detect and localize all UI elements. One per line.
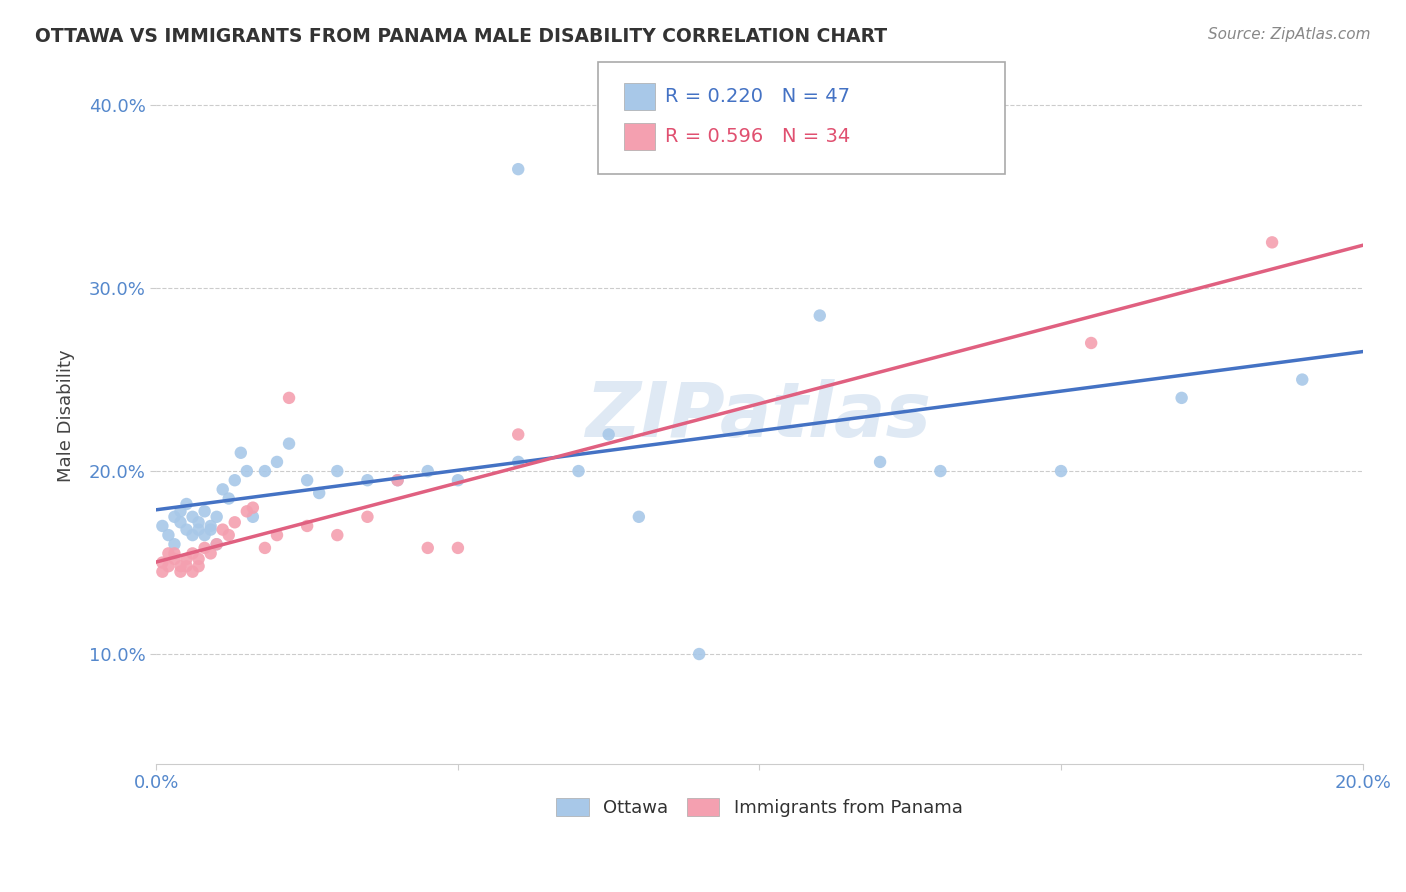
Point xyxy=(194,541,217,555)
Point xyxy=(205,509,228,524)
Point xyxy=(200,519,222,533)
Point xyxy=(157,559,180,574)
Point xyxy=(176,497,198,511)
Point xyxy=(1050,464,1073,478)
Point xyxy=(295,473,318,487)
Point xyxy=(187,552,209,566)
Point xyxy=(211,483,233,497)
Point xyxy=(150,565,173,579)
Point xyxy=(229,446,252,460)
Point xyxy=(181,528,204,542)
Point xyxy=(326,464,349,478)
Point xyxy=(266,528,288,542)
Point xyxy=(224,516,246,530)
Point xyxy=(150,556,173,570)
Point xyxy=(163,552,186,566)
Point xyxy=(627,509,650,524)
Point xyxy=(157,546,180,560)
Point xyxy=(163,546,186,560)
Point xyxy=(1261,235,1284,250)
Point xyxy=(194,504,217,518)
Point xyxy=(416,464,439,478)
Point xyxy=(447,541,470,555)
Point xyxy=(1080,336,1102,351)
Point xyxy=(205,537,228,551)
Point xyxy=(416,541,439,555)
Text: ZIPatlas: ZIPatlas xyxy=(586,379,932,453)
Point xyxy=(447,473,470,487)
Point xyxy=(748,144,770,158)
Point xyxy=(181,509,204,524)
Point xyxy=(176,559,198,574)
Point xyxy=(387,473,409,487)
Point xyxy=(169,504,191,518)
Point xyxy=(1170,391,1192,405)
Point xyxy=(266,455,288,469)
Point xyxy=(387,473,409,487)
Point xyxy=(187,523,209,537)
Point xyxy=(1291,373,1313,387)
Point xyxy=(157,528,180,542)
Point xyxy=(278,391,301,405)
Point xyxy=(169,565,191,579)
Point xyxy=(224,473,246,487)
Point xyxy=(253,541,276,555)
Point xyxy=(169,516,191,530)
Point xyxy=(508,427,530,442)
Point xyxy=(236,504,259,518)
Point xyxy=(688,647,710,661)
Text: R = 0.596   N = 34: R = 0.596 N = 34 xyxy=(665,127,851,146)
Point xyxy=(278,436,301,450)
Point xyxy=(308,486,330,500)
Point xyxy=(194,528,217,542)
Point xyxy=(181,565,204,579)
Point xyxy=(163,537,186,551)
Legend: Ottawa, Immigrants from Panama: Ottawa, Immigrants from Panama xyxy=(550,790,970,824)
Point xyxy=(253,464,276,478)
Point xyxy=(295,519,318,533)
Point xyxy=(163,509,186,524)
Point xyxy=(567,464,589,478)
Point xyxy=(508,162,530,177)
Point xyxy=(169,559,191,574)
Point xyxy=(218,491,240,506)
Point xyxy=(176,523,198,537)
Point xyxy=(205,537,228,551)
Point xyxy=(200,523,222,537)
Point xyxy=(808,309,831,323)
Point xyxy=(508,455,530,469)
Y-axis label: Male Disability: Male Disability xyxy=(58,350,75,483)
Point xyxy=(200,546,222,560)
Point xyxy=(187,559,209,574)
Point xyxy=(242,509,264,524)
Point xyxy=(150,519,173,533)
Point xyxy=(187,516,209,530)
Text: OTTAWA VS IMMIGRANTS FROM PANAMA MALE DISABILITY CORRELATION CHART: OTTAWA VS IMMIGRANTS FROM PANAMA MALE DI… xyxy=(35,27,887,45)
Point xyxy=(356,509,378,524)
Point xyxy=(242,500,264,515)
Text: Source: ZipAtlas.com: Source: ZipAtlas.com xyxy=(1208,27,1371,42)
Point xyxy=(236,464,259,478)
Point xyxy=(598,427,620,442)
Point xyxy=(218,528,240,542)
Point xyxy=(181,546,204,560)
Point xyxy=(211,523,233,537)
Text: R = 0.220   N = 47: R = 0.220 N = 47 xyxy=(665,87,851,106)
Point xyxy=(176,552,198,566)
Point xyxy=(326,528,349,542)
Point xyxy=(356,473,378,487)
Point xyxy=(929,464,952,478)
Point xyxy=(869,455,891,469)
